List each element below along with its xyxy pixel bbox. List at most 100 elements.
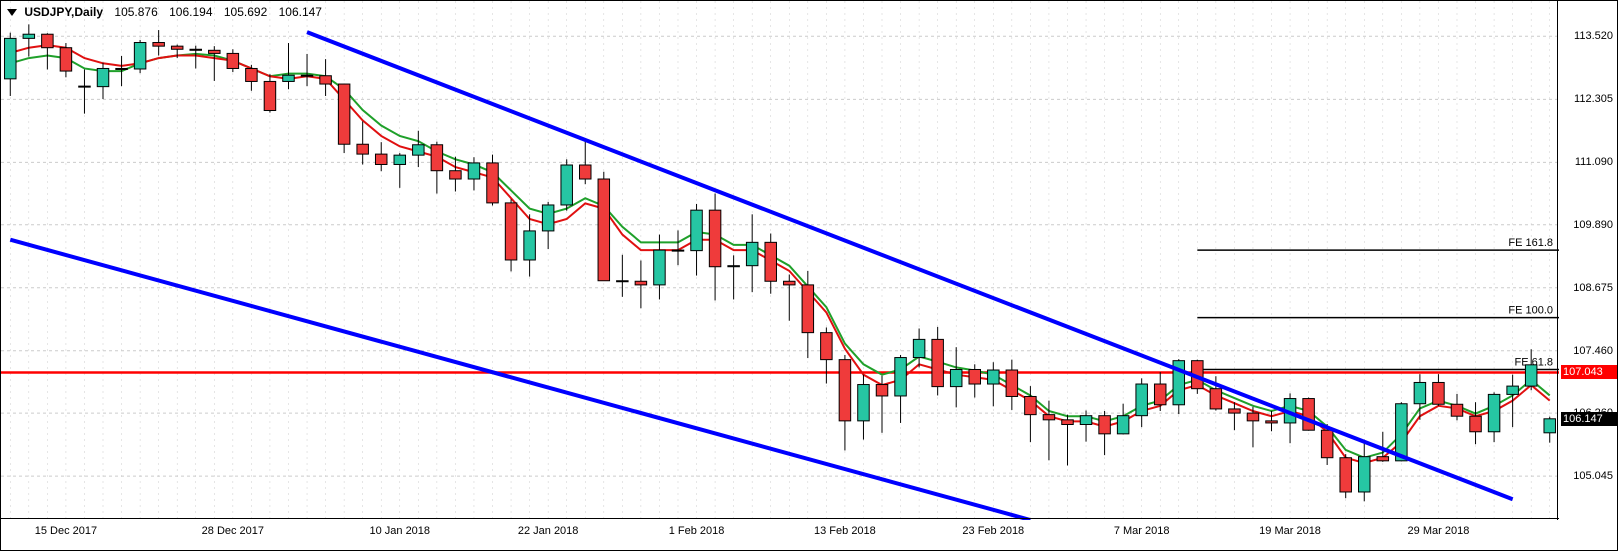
dropdown-icon[interactable] (7, 9, 17, 16)
candle-up[interactable] (691, 210, 702, 250)
candle-up[interactable] (97, 68, 108, 86)
candle-up[interactable] (468, 163, 479, 179)
candle-down[interactable] (709, 210, 720, 267)
candle-up[interactable] (746, 242, 757, 265)
candle-down[interactable] (227, 53, 238, 68)
candle-down[interactable] (839, 360, 850, 421)
candle-down[interactable] (1247, 413, 1258, 421)
candle-down[interactable] (301, 75, 312, 76)
current-price-box: 106.147 (1561, 412, 1617, 426)
candle-down[interactable] (1321, 430, 1332, 458)
candle-up[interactable] (1359, 457, 1370, 492)
candle-down[interactable] (969, 369, 980, 384)
candle-down[interactable] (672, 250, 683, 251)
candle-down[interactable] (1433, 382, 1444, 404)
candle-up[interactable] (1396, 404, 1407, 461)
candle-down[interactable] (1210, 389, 1221, 409)
candle-down[interactable] (505, 203, 516, 260)
candle-up[interactable] (1488, 394, 1499, 431)
fe-label: FE 161.8 (1508, 237, 1553, 249)
candle-up[interactable] (134, 43, 145, 69)
candle-up[interactable] (561, 165, 572, 205)
candle-down[interactable] (1340, 458, 1351, 492)
candle-down[interactable] (209, 50, 220, 53)
fe-label: FE 100.0 (1508, 305, 1553, 317)
candle-up[interactable] (1525, 365, 1536, 386)
x-tick-label: 15 Dec 2017 (35, 525, 97, 537)
candle-down[interactable] (171, 46, 182, 49)
candle-up[interactable] (1080, 416, 1091, 425)
candle-down[interactable] (450, 171, 461, 179)
chart-container: USDJPY,Daily 105.876 106.194 105.692 106… (0, 0, 1618, 551)
candle-down[interactable] (487, 163, 498, 203)
candle-up[interactable] (913, 339, 924, 357)
candle-down[interactable] (1006, 370, 1017, 396)
candle-down[interactable] (1043, 415, 1054, 420)
candle-down[interactable] (635, 281, 646, 285)
y-tick-label: 113.520 (1574, 30, 1613, 42)
ohlc-high: 106.194 (169, 5, 212, 19)
candle-down[interactable] (580, 165, 591, 179)
candle-down[interactable] (1266, 421, 1277, 423)
candle-up[interactable] (728, 266, 739, 267)
candle-down[interactable] (79, 86, 90, 87)
candle-up[interactable] (5, 38, 16, 78)
ma-green (10, 54, 1549, 458)
candle-up[interactable] (394, 155, 405, 164)
candle-down[interactable] (375, 154, 386, 164)
ohlc-low: 105.692 (224, 5, 267, 19)
candle-up[interactable] (858, 385, 869, 421)
plot-area[interactable]: USDJPY,Daily 105.876 106.194 105.692 106… (1, 1, 1559, 520)
candle-down[interactable] (357, 144, 368, 154)
x-tick-label: 13 Feb 2018 (814, 525, 876, 537)
candle-down[interactable] (821, 333, 832, 360)
candle-down[interactable] (1154, 384, 1165, 405)
candle-down[interactable] (1451, 404, 1462, 416)
candle-down[interactable] (1025, 396, 1036, 414)
candle-up[interactable] (1117, 416, 1128, 434)
candle-up[interactable] (950, 369, 961, 386)
candle-down[interactable] (42, 34, 53, 47)
candle-down[interactable] (1062, 420, 1073, 425)
trend-line[interactable] (10, 240, 1030, 520)
x-tick-label: 1 Feb 2018 (669, 525, 725, 537)
candle-down[interactable] (802, 285, 813, 333)
candle-up[interactable] (542, 205, 553, 231)
candle-down[interactable] (431, 145, 442, 171)
candle-up[interactable] (895, 358, 906, 396)
x-tick-label: 22 Jan 2018 (518, 525, 579, 537)
candle-down[interactable] (932, 339, 943, 386)
candle-down[interactable] (153, 43, 164, 47)
candle-down[interactable] (876, 385, 887, 396)
candle-up[interactable] (524, 231, 535, 260)
candle-down[interactable] (190, 49, 201, 50)
candle-down[interactable] (116, 68, 127, 69)
candle-up[interactable] (23, 34, 34, 38)
candle-up[interactable] (1136, 384, 1147, 416)
candle-down[interactable] (765, 242, 776, 281)
candle-down[interactable] (338, 84, 349, 144)
candle-down[interactable] (1229, 409, 1240, 413)
chart-title-bar[interactable]: USDJPY,Daily 105.876 106.194 105.692 106… (7, 5, 322, 19)
candle-up[interactable] (1507, 386, 1518, 394)
candle-up[interactable] (1414, 382, 1425, 403)
candle-down[interactable] (1377, 457, 1388, 461)
candle-down[interactable] (617, 281, 628, 282)
candle-down[interactable] (1470, 416, 1481, 432)
candle-up[interactable] (988, 370, 999, 384)
candle-down[interactable] (598, 179, 609, 281)
candle-down[interactable] (1099, 416, 1110, 434)
symbol-label: USDJPY,Daily (24, 5, 103, 19)
candle-down[interactable] (1303, 399, 1314, 431)
candle-up[interactable] (654, 250, 665, 285)
y-tick-label: 105.045 (1573, 470, 1613, 482)
trend-line[interactable] (307, 32, 1513, 499)
candle-down[interactable] (60, 48, 71, 71)
candle-down[interactable] (264, 81, 275, 110)
candle-down[interactable] (246, 68, 257, 81)
candle-down[interactable] (784, 281, 795, 285)
candle-up[interactable] (283, 75, 294, 81)
candle-up[interactable] (1544, 419, 1555, 433)
candle-up[interactable] (413, 145, 424, 155)
candle-down[interactable] (320, 76, 331, 84)
